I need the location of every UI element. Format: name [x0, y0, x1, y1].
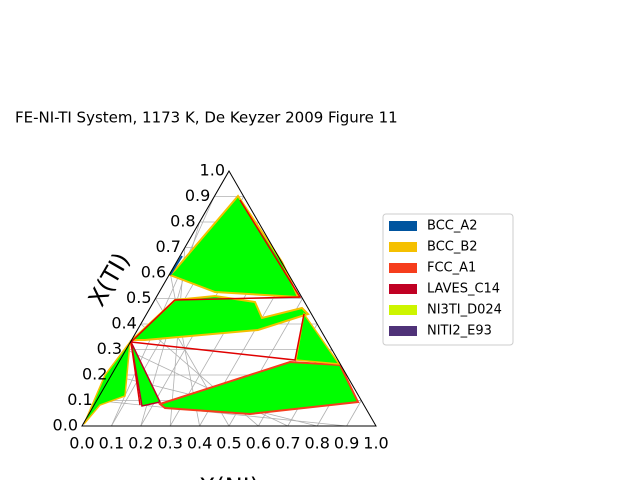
- x-tick-label: 0.1: [99, 434, 124, 453]
- tie-line: [130, 313, 305, 361]
- chart-title: FE-NI-TI System, 1173 K, De Keyzer 2009 …: [15, 109, 398, 127]
- x-tick-label: 1.0: [363, 434, 388, 453]
- legend-swatch: [389, 305, 417, 315]
- y-tick-label: 0.9: [185, 186, 210, 205]
- y-tick-label: 0.7: [155, 237, 180, 256]
- legend-swatch: [389, 221, 417, 231]
- legend: BCC_A2 BCC_B2 FCC_A1 LAVES_C14 NI3TI_D024 NIT…: [382, 213, 514, 346]
- legend-label: NITI2_E93: [427, 324, 492, 339]
- phase-boundary: [169, 255, 183, 276]
- phase-region: [157, 360, 360, 416]
- x-tick-label: 0.5: [216, 434, 241, 453]
- legend-swatch: [389, 284, 417, 294]
- x-axis-label: X(NI): [199, 473, 259, 480]
- legend-label: BCC_A2: [427, 219, 478, 234]
- y-tick-label: 1.0: [200, 161, 225, 180]
- y-tick-label: 0.1: [67, 390, 92, 409]
- y-tick-label: 0.4: [111, 314, 136, 333]
- y-tick-label: 0.6: [141, 263, 166, 282]
- x-tick-label: 0.6: [246, 434, 271, 453]
- legend-label: FCC_A1: [427, 261, 476, 276]
- legend-swatch: [389, 242, 417, 252]
- legend-label: LAVES_C14: [427, 282, 500, 297]
- phase-regions: [83, 194, 360, 425]
- tie-line: [130, 341, 141, 406]
- tie-line: [130, 199, 302, 343]
- y-tick-label: 0.8: [170, 212, 195, 231]
- y-tick-label: 0.3: [97, 339, 122, 358]
- x-tick-label: 0.2: [128, 434, 153, 453]
- legend-swatch: [389, 326, 417, 336]
- phase-region: [130, 341, 162, 407]
- legend-swatch: [389, 263, 417, 273]
- legend-label: BCC_B2: [427, 240, 478, 255]
- x-tick-label: 0.7: [275, 434, 300, 453]
- y-tick-label: 0.2: [82, 365, 107, 384]
- x-tick-label: 0.8: [304, 434, 329, 453]
- y-tick-label: 0.0: [53, 416, 78, 435]
- x-tick-label: 0.9: [334, 434, 359, 453]
- legend-label: NI3TI_D024: [427, 303, 502, 318]
- x-tick-label: 0.0: [69, 434, 94, 453]
- phase-region: [129, 294, 310, 341]
- x-tick-label: 0.4: [187, 434, 212, 453]
- x-tick-label: 0.3: [157, 434, 182, 453]
- grid-line: [96, 400, 347, 427]
- triangle-frame: [81, 169, 377, 427]
- grid-line: [346, 400, 362, 427]
- y-tick-label: 0.5: [126, 288, 151, 307]
